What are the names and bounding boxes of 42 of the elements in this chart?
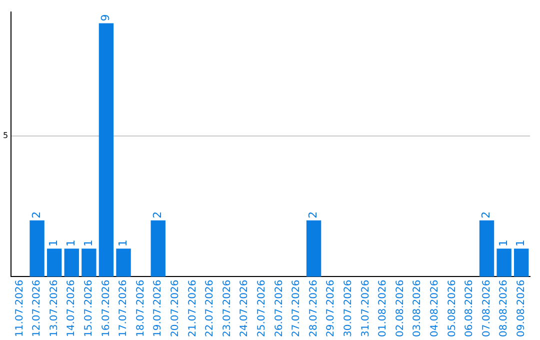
data-label: 1: [64, 240, 78, 247]
data-label: 2: [30, 211, 43, 218]
x-tick-label: 12.07.2026: [32, 280, 43, 338]
x-tick-label: 01.08.2026: [378, 280, 389, 338]
y-tick-label: 5: [2, 131, 8, 140]
x-tick-label: 28.07.2026: [308, 280, 320, 338]
data-label: 1: [514, 240, 528, 247]
data-label: 9: [99, 14, 112, 22]
x-tick-label: 09.08.2026: [516, 280, 527, 338]
x-tick-label: 26.07.2026: [274, 280, 285, 338]
x-tick-label: 24.07.2026: [239, 280, 250, 338]
x-tick-label: 31.07.2026: [360, 280, 372, 338]
data-label: 2: [150, 211, 164, 218]
x-tick-label: 19.07.2026: [152, 280, 164, 338]
x-tick-label: 13.07.2026: [48, 280, 60, 338]
x-tick-label: 21.07.2026: [187, 280, 198, 338]
x-tick-label: 23.07.2026: [222, 280, 233, 338]
data-label: 1: [116, 240, 130, 247]
x-tick-label: 07.08.2026: [481, 280, 492, 338]
x-tick-label: 03.08.2026: [412, 280, 424, 338]
x-tick-label: 05.08.2026: [446, 280, 458, 338]
x-tick-label: 20.07.2026: [170, 280, 182, 338]
x-tick-label: 29.07.2026: [326, 280, 337, 338]
x-tick-label: 14.07.2026: [66, 280, 78, 338]
x-tick-label: 17.07.2026: [118, 280, 130, 338]
x-tick-label: 18.07.2026: [135, 280, 146, 338]
x-tick-label: 30.07.2026: [342, 280, 354, 338]
x-tick-label: 25.07.2026: [256, 280, 268, 338]
x-tick-label: 27.07.2026: [291, 280, 302, 338]
x-tick-label: 06.08.2026: [464, 280, 476, 338]
x-tick-label: 15.07.2026: [84, 280, 95, 338]
x-tick-label: 11.07.2026: [14, 280, 26, 338]
data-label: 1: [82, 240, 95, 247]
x-tick-label: 02.08.2026: [394, 280, 406, 338]
x-tick-label: 08.08.2026: [498, 280, 510, 338]
x-tick-label: 16.07.2026: [100, 280, 112, 338]
x-tick-label: 22.07.2026: [204, 280, 216, 338]
data-label: 2: [306, 211, 320, 218]
x-tick-label: 04.08.2026: [429, 280, 440, 338]
data-label: 1: [496, 240, 510, 247]
data-label: 1: [47, 240, 60, 247]
data-label: 2: [480, 211, 493, 218]
